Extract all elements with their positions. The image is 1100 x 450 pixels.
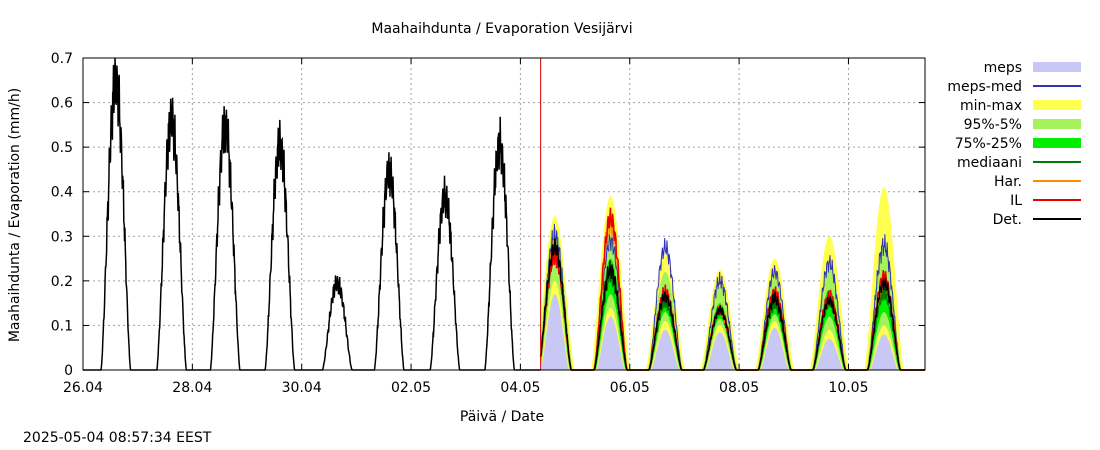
- x-axis-label: Päivä / Date: [460, 409, 544, 425]
- y-axis-label: Maahaihdunta / Evaporation (mm/h): [7, 88, 23, 342]
- x-tick-labels: 26.04 28.04 30.04 02.05 04.05 06.05 08.05 10.05: [63, 380, 869, 396]
- x-tick-label: 28.04: [172, 380, 212, 396]
- legend-label: Har.: [994, 174, 1022, 190]
- y-tick-label: 0.3: [51, 229, 73, 245]
- x-tick-label: 30.04: [282, 380, 322, 396]
- legend-label: 75%-25%: [955, 136, 1022, 152]
- y-tick-label: 0.2: [51, 274, 73, 290]
- legend-swatch: [1033, 100, 1081, 110]
- y-tick-label: 0: [64, 363, 73, 379]
- plot-frame: [82, 57, 926, 371]
- legend-label: Det.: [993, 212, 1022, 228]
- legend-label: mediaani: [957, 155, 1022, 171]
- grid: [83, 58, 925, 370]
- legend-label: IL: [1010, 193, 1022, 209]
- legend-label: meps: [984, 60, 1022, 76]
- legend-swatch: [1033, 138, 1081, 148]
- y-tick-label: 0.5: [51, 140, 73, 156]
- x-tick-label: 08.05: [719, 380, 759, 396]
- x-tick-label: 10.05: [828, 380, 868, 396]
- y-tick-label: 0.7: [51, 51, 73, 67]
- x-tick-label: 04.05: [500, 380, 540, 396]
- legend-label: min-max: [960, 98, 1022, 114]
- y-tick-label: 0.6: [51, 96, 73, 112]
- chart-title: Maahaihdunta / Evaporation Vesijärvi: [371, 21, 632, 37]
- legend-swatch: [1033, 62, 1081, 72]
- axes: [82, 57, 926, 371]
- evaporation-chart: Maahaihdunta / Evaporation Vesijärvi 26.…: [7, 21, 1081, 425]
- legend-swatch: [1033, 119, 1081, 129]
- legend-label: 95%-5%: [964, 117, 1022, 133]
- y-tick-labels: 0 0.1 0.2 0.3 0.4 0.5 0.6 0.7: [51, 51, 73, 379]
- legend-label: meps-med: [947, 79, 1022, 95]
- x-tick-label: 02.05: [391, 380, 431, 396]
- generated-timestamp: 2025-05-04 08:57:34 EEST: [23, 430, 212, 446]
- x-tick-label: 26.04: [63, 380, 103, 396]
- y-tick-label: 0.4: [51, 185, 73, 201]
- x-tick-label: 06.05: [610, 380, 650, 396]
- y-tick-label: 0.1: [51, 318, 73, 334]
- legend: meps meps-med min-max 95%-5% 75%-25% mediaani…: [947, 60, 1081, 228]
